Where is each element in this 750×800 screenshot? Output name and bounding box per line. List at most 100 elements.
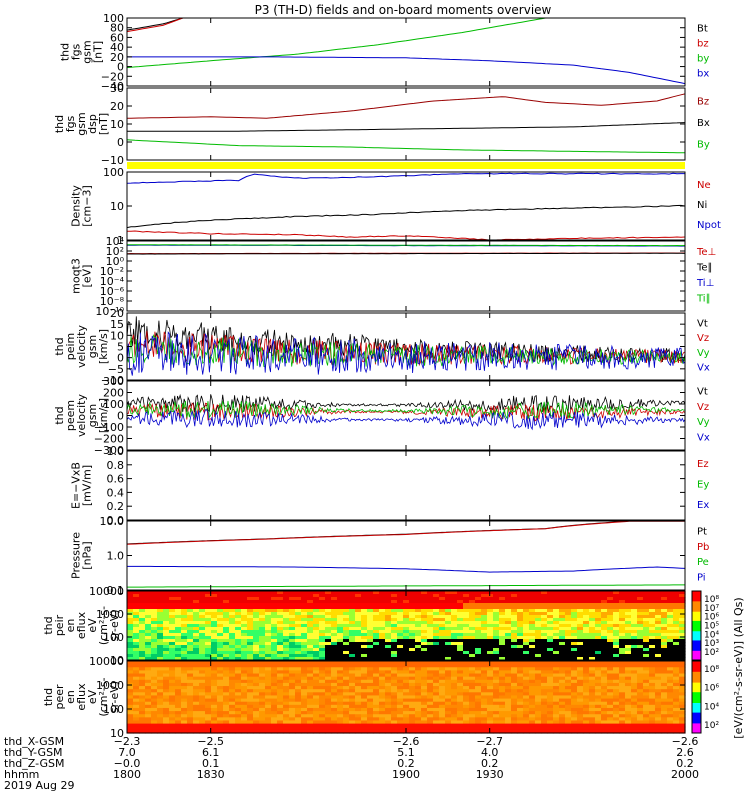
spectrogram-cell	[199, 689, 206, 693]
spectrogram-cell	[619, 692, 626, 697]
spectrogram-cell	[637, 618, 644, 622]
spectrogram-cell	[325, 701, 332, 706]
spectrogram-cell	[565, 612, 572, 616]
panel-4-series	[127, 244, 685, 255]
spectrogram-cell	[313, 670, 320, 675]
y-tick-label: 0.0	[107, 514, 125, 527]
spectrogram-cell	[217, 630, 224, 634]
spectrogram-cell	[283, 670, 290, 675]
spectrogram-cell	[229, 686, 236, 690]
spectrogram-cell	[463, 717, 470, 722]
spectrogram-cell	[511, 689, 518, 693]
spectrogram-cell	[439, 615, 446, 619]
spectrogram-cell	[571, 695, 578, 700]
spectrogram-cell	[463, 591, 470, 595]
spectrogram-cell	[127, 600, 134, 604]
spectrogram-cell	[331, 648, 338, 652]
spectrogram-cell	[271, 597, 278, 601]
spectrogram-cell	[235, 682, 242, 687]
colorbar-segment	[692, 681, 701, 684]
spectrogram-cell	[655, 612, 662, 616]
spectrogram-cell	[673, 667, 680, 671]
spectrogram-cell	[523, 679, 530, 684]
spectrogram-cell	[205, 720, 212, 725]
spectrogram-cell	[187, 624, 194, 628]
spectrogram-cell	[619, 682, 626, 687]
spectrogram-cell	[655, 648, 662, 652]
spectrogram-cell	[595, 642, 602, 646]
spectrogram-cell	[415, 698, 422, 703]
spectrogram-cell	[379, 679, 386, 684]
spectrogram-cell	[343, 648, 350, 652]
spectrogram-cell	[379, 667, 386, 671]
spectrogram-cell	[637, 673, 644, 678]
spectrogram-cell	[439, 621, 446, 625]
spectrogram-cell	[337, 597, 344, 601]
spectrogram-cell	[349, 600, 356, 604]
spectrogram-cell	[445, 679, 452, 684]
spectrogram-cell	[145, 621, 152, 625]
spectrogram-cell	[277, 639, 284, 643]
spectrogram-cell	[271, 621, 278, 625]
spectrogram-cell	[187, 606, 194, 610]
spectrogram-cell	[265, 720, 272, 725]
spectrogram-cell	[625, 698, 632, 703]
spectrogram-cell	[385, 711, 392, 715]
colorbar-segment	[692, 698, 701, 700]
spectrogram-cell	[505, 624, 512, 628]
spectrogram-cell	[469, 636, 476, 640]
spectrogram-cell	[193, 630, 200, 634]
spectrogram-cell	[529, 704, 536, 709]
spectrogram-cell	[511, 630, 518, 634]
spectrogram-cell	[409, 633, 416, 637]
spectrogram-cell	[649, 704, 656, 709]
spectrogram-cell	[541, 627, 548, 631]
spectrogram-cell	[283, 695, 290, 700]
spectrogram-cell	[523, 717, 530, 722]
spectrogram-cell	[481, 642, 488, 646]
spectrogram-cell	[601, 673, 608, 678]
spectrogram-cell	[133, 670, 140, 675]
spectrogram-cell	[493, 627, 500, 631]
spectrogram-cell	[643, 729, 650, 734]
spectrogram-cell	[607, 707, 614, 712]
spectrogram-cell	[415, 711, 422, 715]
spectrogram-cell	[241, 682, 248, 687]
spectrogram-cell	[325, 630, 332, 634]
spectrogram-cell	[517, 670, 524, 675]
spectrogram-cell	[139, 704, 146, 709]
spectrogram-cell	[463, 664, 470, 668]
spectrogram-cell	[343, 618, 350, 622]
spectrogram-cell	[361, 591, 368, 595]
legend-Ex: Ex	[697, 500, 709, 511]
spectrogram-cell	[403, 609, 410, 613]
spectrogram-cell	[523, 621, 530, 625]
spectrogram-cell	[415, 636, 422, 640]
spectrogram-cell	[145, 600, 152, 604]
spectrogram-cell	[493, 717, 500, 722]
colorbar-segment	[692, 595, 701, 598]
spectrogram-cell	[199, 594, 206, 598]
spectrogram-cell	[457, 729, 464, 734]
spectrogram-cell	[259, 624, 266, 628]
spectrogram-cell	[649, 667, 656, 671]
y-tick-label: 0.4	[107, 486, 125, 499]
spectrogram-cell	[577, 591, 584, 595]
spectrogram-cell	[577, 618, 584, 622]
spectrogram-cell	[493, 609, 500, 613]
spectrogram-cell	[649, 720, 656, 725]
spectrogram-cell	[133, 695, 140, 700]
spectrogram-cell	[649, 689, 656, 693]
spectrogram-cell	[223, 612, 230, 616]
spectrogram-cell	[373, 624, 380, 628]
spectrogram-cell	[325, 717, 332, 722]
spectrogram-cell	[325, 664, 332, 668]
spectrogram-cell	[529, 729, 536, 734]
spectrogram-cell	[631, 642, 638, 646]
spectrogram-cell	[649, 682, 656, 687]
spectrogram-cell	[367, 726, 374, 731]
spectrogram-cell	[427, 729, 434, 734]
spectrogram-cell	[649, 630, 656, 634]
spectrogram-cell	[667, 612, 674, 616]
